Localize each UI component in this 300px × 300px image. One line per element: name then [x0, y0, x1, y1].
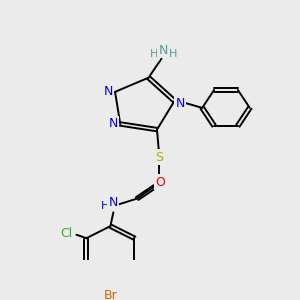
Text: O: O	[155, 176, 165, 189]
Text: N: N	[109, 118, 118, 130]
Text: Br: Br	[103, 290, 117, 300]
Text: N: N	[176, 97, 185, 110]
Text: H: H	[101, 201, 110, 211]
Text: H: H	[150, 49, 159, 58]
Text: H: H	[169, 49, 178, 58]
Text: Cl: Cl	[60, 226, 73, 239]
Text: N: N	[159, 44, 168, 57]
Text: N: N	[109, 196, 118, 209]
Text: S: S	[155, 151, 163, 164]
Text: N: N	[103, 85, 113, 98]
